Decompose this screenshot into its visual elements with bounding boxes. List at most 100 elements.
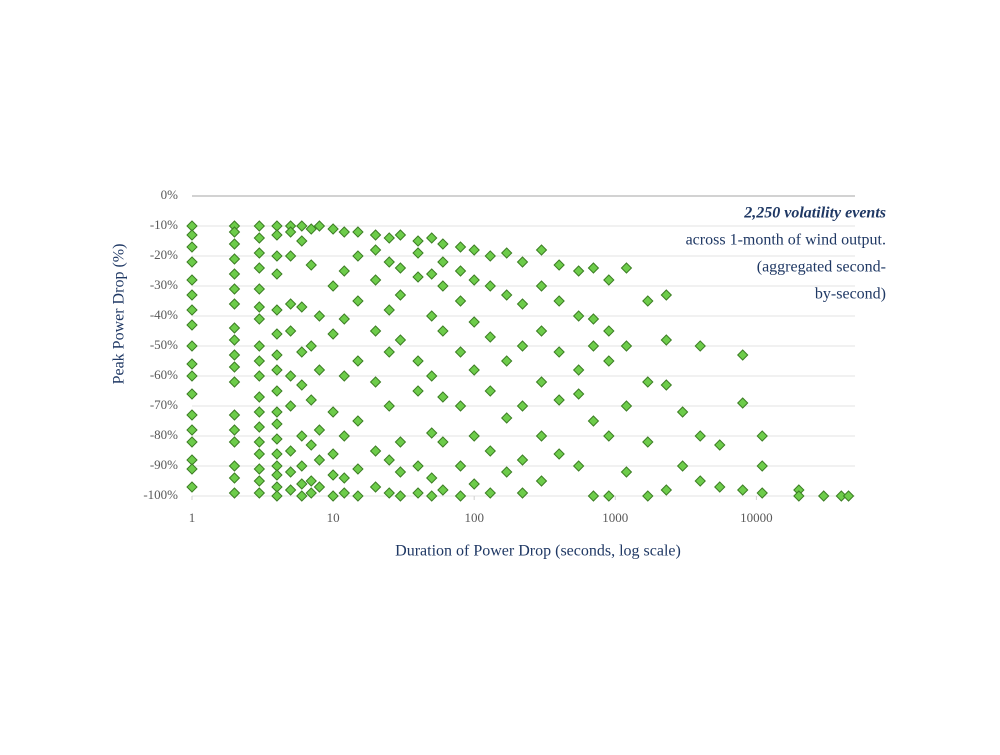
point <box>535 430 548 442</box>
point <box>468 430 480 442</box>
point <box>228 361 241 373</box>
annotation: across 1-month of wind output. <box>686 232 886 249</box>
point <box>603 490 615 502</box>
point <box>305 394 317 406</box>
point <box>642 490 654 502</box>
point <box>736 484 749 496</box>
point <box>228 460 241 472</box>
y-tick-label: -40% <box>150 307 178 322</box>
point <box>271 229 283 241</box>
point <box>228 268 241 280</box>
point <box>296 460 308 472</box>
point <box>228 349 241 361</box>
point <box>535 325 548 337</box>
point <box>284 226 297 238</box>
point <box>437 484 449 496</box>
point <box>228 238 241 250</box>
point <box>553 295 565 307</box>
y-tick-label: -100% <box>143 487 178 502</box>
point <box>454 295 467 307</box>
y-tick-label: 0% <box>161 187 179 202</box>
point <box>305 487 317 499</box>
point <box>284 484 297 496</box>
point <box>437 238 449 250</box>
point <box>516 487 529 499</box>
point <box>412 385 424 397</box>
point <box>253 232 266 244</box>
point <box>313 481 326 493</box>
point <box>228 436 241 448</box>
point <box>327 406 339 418</box>
point <box>352 415 364 427</box>
point <box>553 346 565 358</box>
point <box>660 289 673 301</box>
point <box>484 445 496 457</box>
point <box>383 232 395 244</box>
point <box>756 430 768 442</box>
point <box>338 487 350 499</box>
point <box>484 280 496 292</box>
point <box>535 475 548 487</box>
point <box>271 433 283 445</box>
point <box>338 370 350 382</box>
point <box>271 349 283 361</box>
point <box>676 460 689 472</box>
point <box>437 436 449 448</box>
point <box>186 436 198 448</box>
point <box>383 256 395 268</box>
point <box>394 262 407 274</box>
point <box>383 346 395 358</box>
point <box>253 301 266 313</box>
point <box>603 355 615 367</box>
point <box>454 400 467 412</box>
point <box>228 334 241 346</box>
point <box>228 226 241 238</box>
point <box>313 454 326 466</box>
point <box>313 424 326 436</box>
point <box>660 379 673 391</box>
point <box>660 484 673 496</box>
point <box>253 262 266 274</box>
point <box>284 400 297 412</box>
y-tick-label: -30% <box>150 277 178 292</box>
point <box>186 340 198 352</box>
point <box>369 376 382 388</box>
point <box>736 349 749 361</box>
point <box>412 460 424 472</box>
point <box>284 325 297 337</box>
point <box>587 262 600 274</box>
point <box>516 256 529 268</box>
point <box>352 226 364 238</box>
point <box>352 295 364 307</box>
point <box>516 454 529 466</box>
point <box>383 487 395 499</box>
point <box>352 463 364 475</box>
x-tick-label: 10 <box>327 510 340 525</box>
point <box>338 430 350 442</box>
point <box>271 418 283 430</box>
point <box>228 424 241 436</box>
point <box>572 265 585 277</box>
x-tick-label: 100 <box>464 510 484 525</box>
point <box>426 310 438 322</box>
point <box>603 274 615 286</box>
point <box>394 436 407 448</box>
point <box>253 391 266 403</box>
point <box>369 274 382 286</box>
point <box>253 355 266 367</box>
point <box>186 409 198 421</box>
point <box>383 400 395 412</box>
point <box>454 346 467 358</box>
point <box>253 220 266 232</box>
point <box>186 370 198 382</box>
point <box>284 250 297 262</box>
point <box>253 370 266 382</box>
y-tick-label: -90% <box>150 457 178 472</box>
x-tick-label: 1 <box>189 510 196 525</box>
point <box>228 253 241 265</box>
point <box>383 454 395 466</box>
point <box>271 490 283 502</box>
point <box>186 388 198 400</box>
